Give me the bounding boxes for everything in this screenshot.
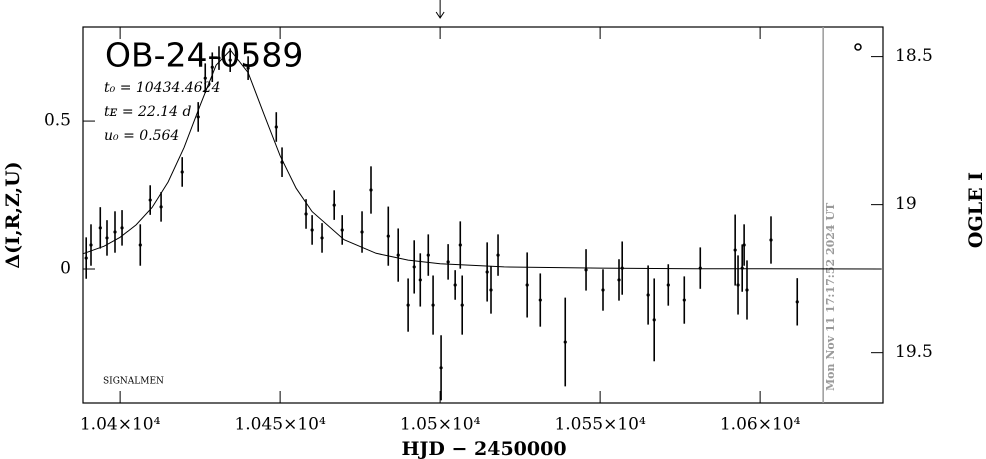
data-point xyxy=(525,283,529,287)
note: SIGNALMEN xyxy=(103,377,164,387)
data-point xyxy=(340,228,344,232)
data-point xyxy=(386,234,390,238)
data-point xyxy=(666,283,670,287)
data-point xyxy=(138,243,142,247)
data-point xyxy=(745,288,749,292)
parameter: t₀ = 10434.4624 xyxy=(104,80,220,96)
data-point xyxy=(426,253,430,257)
data-point xyxy=(431,303,435,307)
data-point xyxy=(203,76,207,80)
data-point xyxy=(246,66,250,70)
data-point xyxy=(538,298,542,302)
data-point xyxy=(120,226,124,230)
y2-axis-label: OGLE I xyxy=(965,172,986,248)
data-point xyxy=(105,236,109,240)
data-point xyxy=(360,230,364,234)
parameter: u₀ = 0.564 xyxy=(104,128,179,144)
data-point xyxy=(148,198,152,202)
data-point xyxy=(304,212,308,216)
x-axis-label: HJD − 2450000 xyxy=(401,438,566,459)
data-point xyxy=(698,266,702,270)
data-point xyxy=(458,243,462,247)
arrow xyxy=(435,0,445,19)
data-point xyxy=(113,230,117,234)
data-point xyxy=(89,243,93,247)
data-point xyxy=(584,268,588,272)
data-point xyxy=(332,203,336,207)
data-point xyxy=(769,238,773,242)
data-point xyxy=(217,56,221,60)
parameter: tᴇ = 22.14 d xyxy=(104,104,192,120)
data-point xyxy=(412,265,416,269)
data-point xyxy=(742,243,746,247)
data-point xyxy=(617,278,621,282)
data-point xyxy=(396,253,400,257)
data-point xyxy=(682,298,686,302)
model-curve xyxy=(83,49,882,270)
corner-symbol xyxy=(854,43,862,51)
data-point xyxy=(795,300,799,304)
y-axis-label: Δ(I,R,Z,U) xyxy=(2,161,24,268)
data-point xyxy=(439,366,443,370)
data-point xyxy=(733,248,737,252)
data-point xyxy=(274,125,278,129)
data-point xyxy=(196,115,200,119)
data-point xyxy=(485,270,489,274)
data-point xyxy=(84,256,88,260)
data-point xyxy=(418,278,422,282)
x-tick-label: 1.06×10⁴ xyxy=(720,415,801,435)
data-point xyxy=(98,226,102,230)
data-point xyxy=(563,340,567,344)
data-point xyxy=(601,288,605,292)
data-point xyxy=(406,303,410,307)
data-point xyxy=(736,283,740,287)
chart-title: OB-24-0589 xyxy=(105,36,303,75)
time-marker-label: Mon Nov 11 17:17:52 2024 UT xyxy=(824,202,837,391)
y2-tick-label: 18.5 xyxy=(895,46,933,66)
plot-frame xyxy=(82,26,884,404)
x-tick-label: 1.045×10⁴ xyxy=(234,415,326,435)
data-point xyxy=(446,260,450,264)
data-point xyxy=(453,283,457,287)
data-point xyxy=(159,205,163,209)
x-tick-label: 1.04×10⁴ xyxy=(80,415,161,435)
data-point xyxy=(460,303,464,307)
data-point xyxy=(652,318,656,322)
data-point xyxy=(369,188,373,192)
data-point xyxy=(210,65,214,69)
data-point xyxy=(489,288,493,292)
y2-tick-label: 19.5 xyxy=(895,342,933,362)
y-tick-label: 0.5 xyxy=(44,111,71,131)
x-tick-label: 1.05×10⁴ xyxy=(400,415,481,435)
data-point xyxy=(228,58,232,62)
x-tick-label: 1.055×10⁴ xyxy=(554,415,646,435)
data-point xyxy=(180,170,184,174)
y2-tick-label: 19 xyxy=(895,194,917,214)
data-point xyxy=(496,253,500,257)
data-point xyxy=(310,228,314,232)
data-point xyxy=(320,236,324,240)
y-tick-label: 0 xyxy=(60,258,71,278)
data-point xyxy=(646,293,650,297)
